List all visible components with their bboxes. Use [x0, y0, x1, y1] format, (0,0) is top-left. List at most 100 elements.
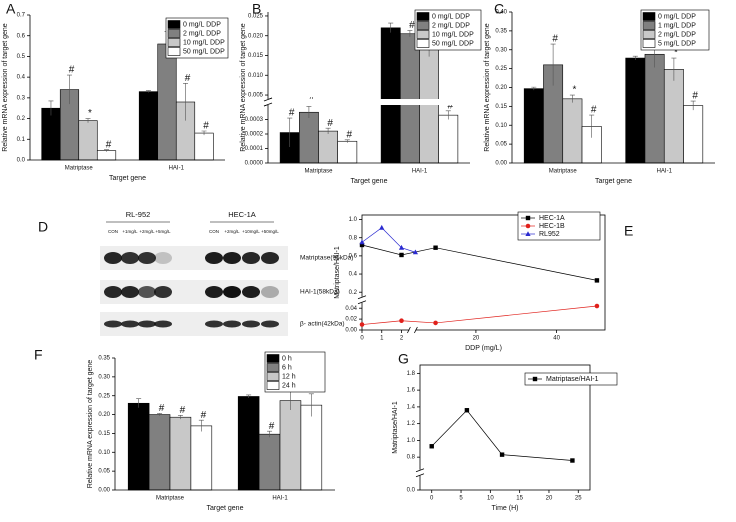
legend-swatch	[642, 12, 656, 21]
y-tick-label: 0.6	[349, 253, 358, 259]
significance-mark: #	[269, 421, 275, 432]
y-tick-label: 0.0000	[245, 161, 264, 167]
axis-break-gap	[264, 99, 272, 105]
band	[154, 320, 172, 328]
y-axis-label: Relative mRNA expression of target gene	[240, 23, 247, 152]
y-tick-label: 0.3	[17, 95, 26, 101]
band	[121, 252, 139, 264]
x-tick-label: Matriptase	[304, 169, 333, 175]
legend-label: 50 mg/L DDP	[183, 48, 225, 55]
error-bar	[632, 55, 638, 60]
legend-label: 2 mg/L DDP	[432, 22, 470, 29]
error-bar	[531, 86, 537, 91]
significance-mark: *	[572, 85, 576, 96]
legend-swatch	[642, 30, 656, 39]
legend-marker	[525, 215, 531, 221]
legend-box	[524, 372, 618, 386]
error-bar	[306, 106, 312, 119]
band	[154, 252, 172, 264]
y-tick-label: 1.4	[407, 404, 416, 410]
band	[121, 320, 139, 328]
series-line	[431, 409, 573, 461]
bar	[663, 69, 684, 164]
legend-label: RL952	[539, 231, 560, 238]
legend-marker	[532, 376, 538, 382]
bar	[279, 400, 302, 491]
axis-break-mark	[263, 97, 273, 102]
error-bar	[198, 419, 204, 432]
significance-mark: #	[409, 20, 415, 31]
legend-label: 5 mg/L DDP	[658, 40, 696, 47]
error-bar	[325, 127, 331, 134]
y-tick-label: 0.0001	[245, 146, 264, 152]
y-tick-label: 0.010	[248, 73, 264, 79]
legend-swatch	[167, 29, 181, 38]
y-tick-label: 1.2	[407, 421, 416, 427]
bar	[148, 414, 171, 491]
x-tick-label: 5	[459, 496, 463, 502]
x-axis-label: DDP (mg/L)	[465, 345, 502, 352]
significance-mark: #	[106, 139, 112, 150]
band	[205, 252, 223, 264]
y-axis-label: Matriptase/HAI-1	[334, 246, 341, 299]
bar	[127, 402, 150, 491]
band	[261, 252, 279, 264]
error-bar	[388, 22, 394, 33]
axis-break-mark	[414, 326, 418, 334]
error-bar	[246, 394, 252, 398]
lane-label: CON	[108, 229, 118, 234]
bar	[237, 396, 260, 491]
y-tick-label: 0.8	[349, 235, 358, 241]
x-tick-label: Matriptase	[156, 496, 185, 502]
x-axis-label: Target gene	[109, 175, 146, 182]
panel-letter: B	[252, 1, 261, 17]
y-tick-label: 0.00	[98, 488, 110, 494]
error-bar	[589, 114, 595, 138]
significance-mark: #	[159, 403, 165, 414]
y-tick-label: 0.02	[345, 317, 357, 323]
legend-label: 12 h	[282, 373, 296, 380]
y-tick-label: 1.8	[407, 371, 416, 377]
band	[261, 286, 279, 298]
legend-swatch	[416, 12, 430, 21]
bar	[419, 49, 439, 164]
bar	[318, 130, 338, 164]
axis-break-gap	[358, 296, 366, 303]
band	[242, 320, 260, 328]
point	[399, 252, 404, 258]
error-bar	[145, 90, 151, 93]
legend-label: 0 mg/L DDP	[432, 13, 470, 20]
panel-letter: A	[6, 1, 16, 17]
y-tick-label: 0.8	[407, 455, 416, 461]
panel-letter: E	[624, 223, 633, 239]
series-line	[361, 244, 598, 281]
significance-mark: *	[88, 108, 92, 119]
y-tick-label: 0.7	[17, 13, 26, 19]
bar	[157, 43, 177, 161]
legend-swatch	[167, 47, 181, 56]
band	[261, 320, 279, 328]
error-bar	[308, 393, 314, 417]
group-label: HEC-1A	[228, 210, 256, 219]
x-tick-label: 20	[546, 496, 553, 502]
significance-mark: #	[591, 105, 597, 116]
y-tick-label: 0.020	[248, 33, 264, 39]
legend-label: 50 mg/L DDP	[432, 40, 474, 47]
axis-break-mark	[357, 300, 367, 305]
panel-letter: G	[398, 351, 409, 367]
legend-marker	[525, 223, 531, 229]
axis-break-mark	[263, 102, 273, 107]
error-bar	[157, 413, 163, 416]
x-tick-label: 15	[516, 496, 523, 502]
axis-break-mark	[415, 473, 425, 478]
y-axis-label: Relative mRNA expression of target gene	[87, 360, 94, 489]
y-tick-label: 0.30	[495, 47, 507, 53]
legend-swatch	[167, 38, 181, 47]
y-tick-label: 0.35	[98, 356, 110, 362]
x-tick-label: HAI-1	[272, 496, 288, 502]
point	[464, 408, 470, 413]
bar	[299, 111, 319, 164]
plot-frame	[419, 364, 591, 491]
error-bar	[66, 74, 72, 105]
